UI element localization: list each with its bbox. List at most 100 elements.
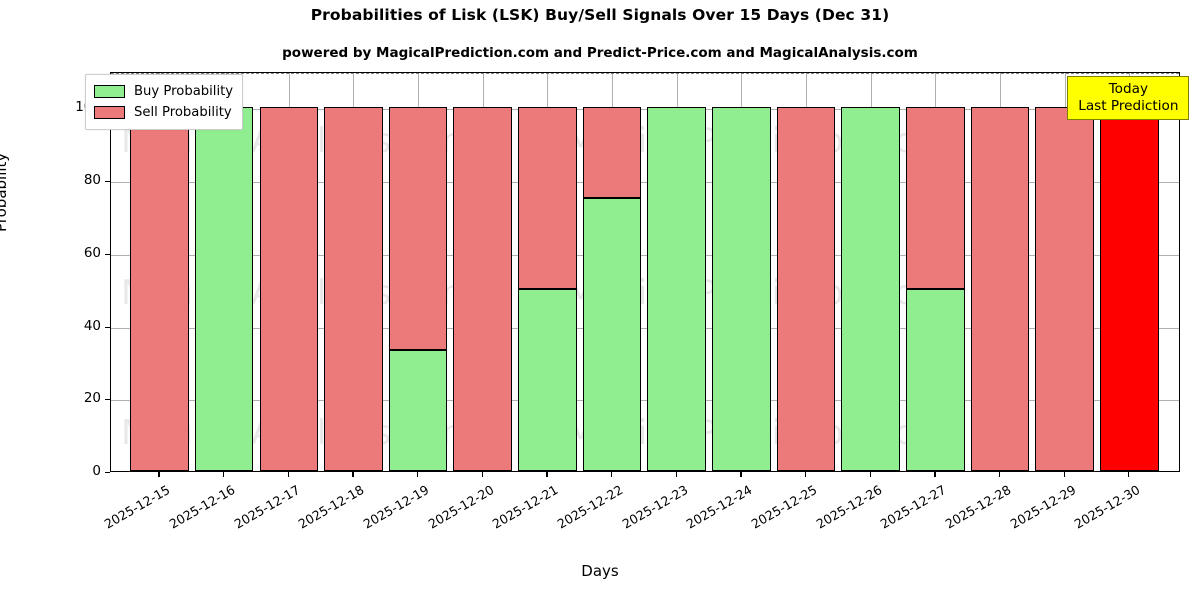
- bar-segment-buy[interactable]: [841, 107, 900, 471]
- x-tick-mark: [675, 472, 677, 477]
- x-tick-mark: [934, 472, 936, 477]
- plot-area: MagicalAnalysis.comMagicalPrediction.com…: [110, 72, 1180, 472]
- x-tick-label: 2025-12-29: [1007, 482, 1079, 532]
- x-tick-mark: [481, 472, 483, 477]
- bar-segment-buy[interactable]: [518, 289, 577, 471]
- y-tick-label: 20: [83, 390, 101, 407]
- gridline-horizontal: [111, 327, 1179, 329]
- x-tick-mark: [805, 472, 807, 477]
- y-axis-label: Probability: [0, 152, 10, 232]
- bar-segment-sell[interactable]: [388, 107, 448, 350]
- x-tick-label: 2025-12-28: [942, 482, 1014, 532]
- legend-swatch-icon: [94, 85, 125, 98]
- x-tick-label: 2025-12-17: [231, 482, 303, 532]
- chart-legend: Buy Probability Sell Probability: [85, 74, 244, 130]
- bar-group[interactable]: [712, 73, 771, 471]
- x-axis-label: Days: [581, 562, 619, 580]
- legend-label: Buy Probability: [134, 84, 234, 99]
- x-tick-label: 2025-12-20: [425, 482, 497, 532]
- gridline-horizontal: [111, 400, 1179, 402]
- x-tick-mark: [287, 472, 289, 477]
- x-tick-mark: [1128, 472, 1130, 477]
- bar-group[interactable]: [130, 73, 189, 471]
- bar-segment-buy[interactable]: [647, 107, 706, 471]
- y-tick-mark: [105, 472, 110, 474]
- y-tick-label: 80: [83, 172, 101, 189]
- x-tick-mark: [352, 472, 354, 477]
- bar-segment-buy[interactable]: [712, 107, 771, 471]
- x-tick-mark: [869, 472, 871, 477]
- x-tick-mark: [998, 472, 1001, 477]
- bar-group[interactable]: [194, 73, 254, 471]
- y-tick-label: 0: [92, 463, 101, 479]
- bar-group[interactable]: [518, 73, 577, 471]
- chart-title: Probabilities of Lisk (LSK) Buy/Sell Sig…: [310, 6, 890, 24]
- bar-group[interactable]: [1035, 73, 1094, 471]
- bar-group[interactable]: [1100, 73, 1159, 471]
- x-tick-label: 2025-12-19: [360, 482, 432, 532]
- bar-segment-buy[interactable]: [906, 289, 965, 471]
- x-tick-label: 2025-12-23: [619, 482, 691, 532]
- threshold-line: [111, 73, 1179, 74]
- x-tick-label: 2025-12-21: [489, 482, 561, 532]
- last-prediction-label: Last Prediction: [1078, 97, 1179, 114]
- x-tick-mark: [546, 472, 548, 477]
- y-tick-mark: [105, 253, 110, 255]
- y-tick-label: 40: [83, 317, 101, 334]
- x-tick-label: 2025-12-24: [683, 482, 755, 532]
- bar-segment-sell[interactable]: [453, 107, 512, 471]
- x-tick-label: 2025-12-25: [748, 482, 820, 532]
- bar-group[interactable]: [259, 73, 319, 471]
- x-tick-label: 2025-12-22: [554, 482, 626, 532]
- y-tick-mark: [105, 326, 110, 328]
- x-tick-label: 2025-12-16: [166, 482, 238, 532]
- bar-group[interactable]: [647, 73, 706, 471]
- bar-segment-sell[interactable]: [970, 107, 1030, 471]
- bar-group[interactable]: [841, 73, 900, 471]
- bar-segment-sell[interactable]: [259, 107, 319, 471]
- chart-subtitle: powered by MagicalPrediction.com and Pre…: [282, 45, 918, 61]
- bar-group[interactable]: [453, 73, 512, 471]
- x-tick-label: 2025-12-26: [813, 482, 885, 532]
- x-tick-label: 2025-12-27: [877, 482, 949, 532]
- bar-segment-sell[interactable]: [776, 107, 836, 471]
- gridline-horizontal: [111, 109, 1179, 111]
- x-tick-label: 2025-12-15: [102, 482, 173, 532]
- x-tick-mark: [740, 472, 742, 477]
- today-label: Today: [1108, 81, 1149, 97]
- y-tick-label: 60: [83, 244, 101, 261]
- x-tick-mark: [1063, 472, 1065, 477]
- x-tick-mark: [611, 472, 613, 477]
- x-tick-label: 2025-12-30: [1071, 482, 1143, 532]
- bar-segment-sell[interactable]: [1100, 107, 1159, 471]
- bar-segment-sell[interactable]: [130, 107, 189, 471]
- gridline-horizontal: [111, 182, 1179, 184]
- x-tick-mark: [223, 472, 225, 477]
- bar-group[interactable]: [388, 73, 448, 471]
- y-tick-mark: [105, 399, 110, 401]
- bar-segment-sell[interactable]: [582, 107, 642, 199]
- legend-item[interactable]: Sell Probability: [94, 102, 233, 123]
- bar-segment-sell[interactable]: [906, 107, 965, 290]
- legend-label: Sell Probability: [134, 105, 232, 120]
- bar-segment-buy[interactable]: [194, 107, 254, 471]
- legend-swatch-icon: [94, 106, 125, 119]
- bar-segment-sell[interactable]: [1035, 107, 1094, 471]
- legend-item[interactable]: Buy Probability: [94, 81, 233, 102]
- y-tick-mark: [105, 181, 110, 183]
- bar-group[interactable]: [906, 73, 965, 471]
- x-tick-mark: [158, 472, 160, 477]
- bar-segment-buy[interactable]: [388, 349, 448, 471]
- bar-segment-sell[interactable]: [324, 107, 383, 471]
- x-tick-mark: [417, 472, 419, 477]
- bar-segment-buy[interactable]: [582, 198, 642, 471]
- bar-group[interactable]: [582, 73, 642, 471]
- today-annotation: Today Last Prediction: [1067, 76, 1190, 121]
- bar-segment-sell[interactable]: [518, 107, 577, 290]
- x-tick-label: 2025-12-18: [296, 482, 367, 532]
- bar-group[interactable]: [776, 73, 836, 471]
- gridline-horizontal: [111, 254, 1179, 256]
- bar-group[interactable]: [970, 73, 1030, 471]
- bar-group[interactable]: [324, 73, 383, 471]
